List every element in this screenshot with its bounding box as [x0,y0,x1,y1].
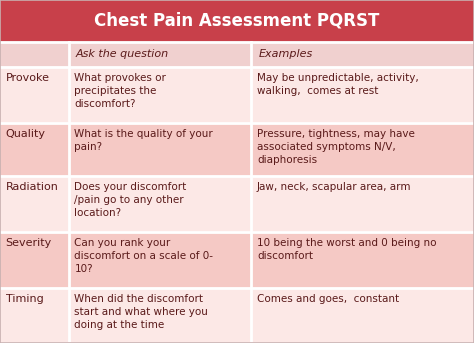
Text: Examples: Examples [258,49,312,59]
Text: Does your discomfort
/pain go to any other
location?: Does your discomfort /pain go to any oth… [74,182,187,218]
Text: When did the discomfort
start and what where you
doing at the time: When did the discomfort start and what w… [74,294,208,330]
Text: What provokes or
precipitates the
discomfort?: What provokes or precipitates the discom… [74,73,166,109]
Text: Timing: Timing [6,294,44,304]
Bar [0,123,474,176]
Text: May be unpredictable, activity,
walking,  comes at rest: May be unpredictable, activity, walking,… [257,73,419,96]
Text: 10 being the worst and 0 being no
discomfort: 10 being the worst and 0 being no discom… [257,238,437,261]
Text: Severity: Severity [6,238,52,248]
Text: Jaw, neck, scapular area, arm: Jaw, neck, scapular area, arm [257,182,411,192]
Text: Quality: Quality [6,129,46,139]
Bar [0,232,474,288]
Text: Radiation: Radiation [6,182,59,192]
Bar [0,67,474,123]
Text: Provoke: Provoke [6,73,50,83]
Text: Pressure, tightness, may have
associated symptoms N/V,
diaphoresis: Pressure, tightness, may have associated… [257,129,415,165]
Bar [0,42,474,67]
Text: Comes and goes,  constant: Comes and goes, constant [257,294,399,304]
Bar [0,288,474,343]
Bar [0,0,474,42]
Text: Can you rank your
discomfort on a scale of 0-
10?: Can you rank your discomfort on a scale … [74,238,213,274]
Bar [0,176,474,232]
Text: Ask the question: Ask the question [76,49,169,59]
Text: Chest Pain Assessment PQRST: Chest Pain Assessment PQRST [94,12,380,30]
Text: What is the quality of your
pain?: What is the quality of your pain? [74,129,213,152]
